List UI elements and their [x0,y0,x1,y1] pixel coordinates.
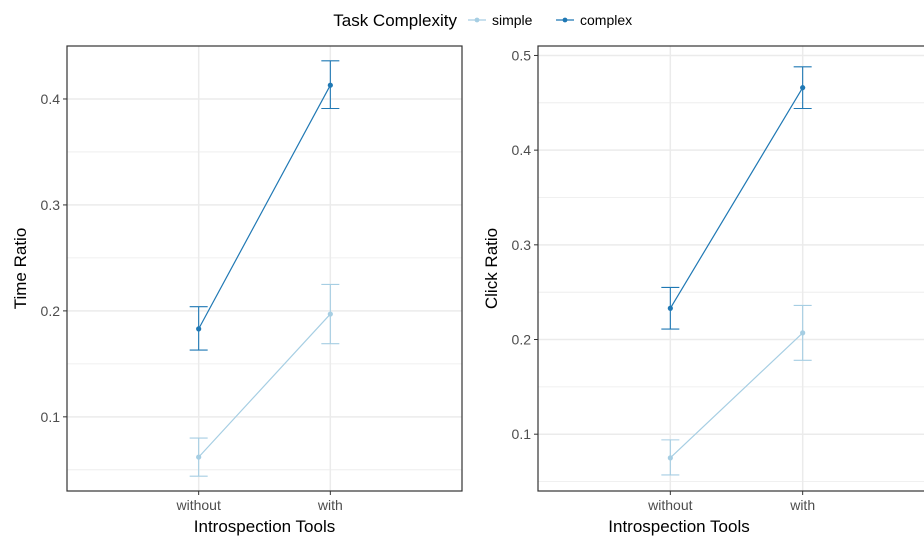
legend-key-point [474,17,480,23]
legend-title: Task Complexity [333,11,457,30]
plot-area [538,46,924,491]
legend-label-complex: complex [580,12,632,28]
y-tick-label: 0.2 [512,332,532,348]
panel-1: 0.1 0.2 0.3 0.4 without with Introspection Too… [11,45,463,536]
panel-border [537,45,924,492]
data-point-simple [327,311,333,317]
x-axis: without with [647,491,815,513]
series-simple [189,283,340,477]
legend-key-point [562,17,568,23]
data-point-simple [800,330,806,336]
data-point-complex [800,85,806,91]
gridlines [67,45,462,491]
series-simple [661,304,812,476]
y-tick-label: 0.1 [41,409,61,425]
x-tick-label: without [175,497,220,513]
x-axis-title: Introspection Tools [194,517,335,536]
data-point-complex [667,305,673,311]
x-axis-title: Introspection Tools [608,517,749,536]
y-tick-label: 0.1 [512,426,532,442]
y-tick-label: 0.2 [41,303,61,319]
data-point-complex [196,326,202,332]
data-point-complex [327,82,333,88]
y-axis: 0.1 0.2 0.3 0.4 [41,91,67,425]
x-axis: without with [175,491,343,513]
panel-border [66,45,463,492]
panel-2: 0.1 0.2 0.3 0.4 0.5 without with Introspection … [482,45,924,536]
y-tick-label: 0.5 [512,47,532,63]
data-point-simple [667,455,673,461]
y-tick-label: 0.3 [41,197,61,213]
legend-item-complex: complex [556,12,632,28]
gridlines [538,46,924,491]
series-line-complex [198,84,331,330]
y-axis-title: Click Ratio [482,228,501,309]
legend-label-simple: simple [492,12,533,28]
series-complex [661,66,812,330]
legend-item-simple: simple [468,12,533,28]
y-axis-title: Time Ratio [11,228,30,310]
series-line-complex [669,87,804,309]
series-complex [189,60,340,351]
y-axis: 0.1 0.2 0.3 0.4 0.5 [512,47,538,442]
series-line-simple [669,332,804,459]
y-tick-label: 0.4 [41,91,61,107]
x-tick-label: with [789,497,815,513]
x-tick-label: with [317,497,343,513]
series-line-simple [198,313,331,458]
data-point-simple [196,454,202,460]
plot-area [67,46,462,491]
x-tick-label: without [647,497,692,513]
legend: Task Complexity simple complex [333,11,632,30]
y-tick-label: 0.4 [512,142,532,158]
y-tick-label: 0.3 [512,237,532,253]
